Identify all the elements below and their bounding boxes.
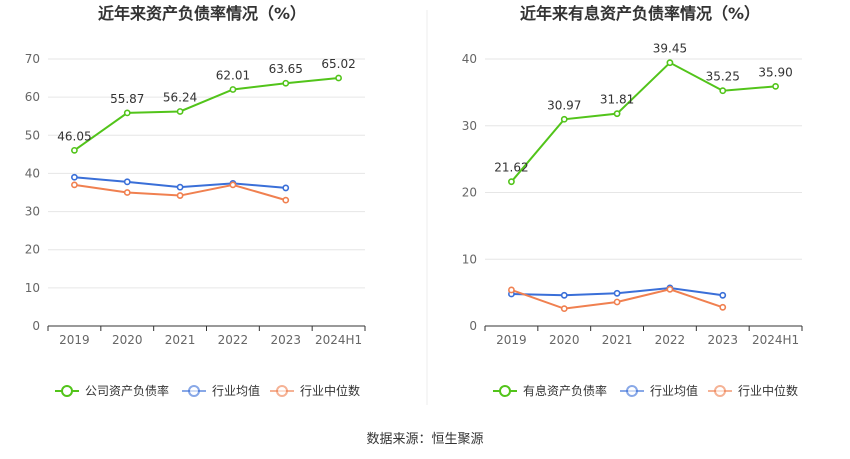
legend-item-industry_avg: 行业均值: [620, 383, 698, 398]
y-tick-label: 40: [462, 52, 477, 66]
x-tick-label: 2024H1: [315, 333, 362, 347]
legend-item-industry_median: 行业中位数: [708, 383, 798, 398]
data-point-industry_median: [719, 303, 727, 311]
data-label: 39.45: [653, 42, 687, 56]
data-point-industry_avg: [719, 291, 727, 299]
data-label: 21.62: [494, 161, 528, 175]
data-point-industry_median: [71, 181, 78, 189]
data-point-company: [282, 79, 290, 87]
data-label: 35.25: [706, 70, 740, 84]
data-source-note: 数据来源：恒生聚源: [366, 432, 483, 447]
data-point-company: [71, 146, 78, 154]
data-label: 31.81: [600, 93, 634, 107]
x-tick-label: 2024H1: [752, 333, 799, 347]
y-tick-label: 0: [469, 319, 477, 333]
legend-label: 公司资产负债率: [85, 383, 169, 398]
legend-marker: [188, 385, 200, 397]
legend-item-industry_median: 行业中位数: [270, 383, 360, 398]
y-tick-label: 10: [25, 281, 40, 295]
data-point-industry_median: [123, 189, 131, 196]
x-tick-label: 2021: [165, 333, 196, 347]
data-point-industry_median: [282, 196, 290, 204]
data-point-company: [335, 74, 342, 82]
y-tick-label: 50: [25, 128, 40, 142]
legend-label: 有息资产负债率: [523, 383, 607, 398]
data-point-industry_median: [229, 181, 237, 189]
y-tick-label: 30: [25, 205, 40, 219]
data-point-company: [560, 115, 568, 123]
data-point-industry_avg: [71, 173, 78, 181]
series-line-company: [510, 61, 776, 183]
legend-label: 行业中位数: [738, 383, 798, 398]
data-point-industry_median: [666, 285, 674, 293]
data-point-industry_avg: [282, 184, 290, 192]
y-tick-label: 0: [32, 319, 40, 333]
data-label: 55.87: [110, 92, 144, 106]
x-tick-label: 2020: [549, 333, 580, 347]
x-tick-label: 2019: [496, 333, 527, 347]
legend-marker: [499, 385, 511, 397]
series-line-company: [73, 76, 339, 152]
data-point-company: [229, 86, 237, 93]
x-tick-label: 2023: [707, 333, 738, 347]
data-point-company: [772, 82, 779, 90]
legend-label: 行业中位数: [300, 383, 360, 398]
y-tick-label: 20: [462, 186, 477, 200]
data-point-industry_avg: [123, 178, 131, 186]
x-tick-label: 2019: [59, 333, 90, 347]
data-point-company: [123, 109, 131, 117]
x-tick-label: 2023: [270, 333, 301, 347]
data-label: 63.65: [269, 62, 303, 76]
data-point-company: [508, 178, 515, 186]
x-tick-label: 2021: [602, 333, 633, 347]
data-point-industry_median: [560, 305, 568, 313]
y-tick-label: 10: [462, 252, 477, 266]
chart-title: 近年来有息资产负债率情况（%）: [520, 4, 760, 23]
data-label: 35.90: [758, 65, 792, 79]
legend-item-company: 公司资产负债率: [55, 383, 169, 398]
legend-marker: [714, 385, 726, 397]
y-tick-label: 70: [25, 52, 40, 66]
interest-bearing-debt-ratio-chart: 近年来有息资产负债率情况（%） 0 10 20 30 40 2019 2020 2021 2022…: [462, 4, 803, 398]
legend-marker: [276, 385, 288, 397]
legend-item-industry_avg: 行业均值: [182, 383, 260, 398]
data-label: 56.24: [163, 90, 197, 104]
y-tick-label: 30: [462, 119, 477, 133]
data-point-industry_avg: [613, 289, 621, 297]
data-point-industry_avg: [560, 291, 568, 299]
y-tick-label: 20: [25, 243, 40, 257]
x-tick-label: 2020: [112, 333, 143, 347]
data-point-company: [176, 108, 184, 115]
y-tick-label: 60: [25, 90, 40, 104]
data-point-industry_median: [176, 192, 184, 199]
chart-title: 近年来资产负债率情况（%）: [98, 4, 306, 23]
y-tick-label: 40: [25, 166, 40, 180]
data-point-industry_median: [508, 286, 515, 294]
x-tick-label: 2022: [218, 333, 249, 347]
legend-marker: [61, 385, 73, 397]
legend-label: 行业均值: [650, 383, 698, 398]
data-point-company: [666, 59, 674, 67]
data-label: 46.05: [57, 129, 91, 143]
data-point-company: [719, 87, 727, 95]
debt-ratio-chart: 近年来资产负债率情况（%） 0 10 20 30 40 50 60 70 2019 2020 2021…: [25, 4, 366, 398]
data-label: 30.97: [547, 98, 581, 112]
x-tick-label: 2022: [655, 333, 686, 347]
data-point-industry_avg: [176, 183, 184, 191]
legend-label: 行业均值: [212, 383, 260, 398]
data-label: 65.02: [321, 57, 355, 71]
legend-marker: [626, 385, 638, 397]
data-label: 62.01: [216, 68, 250, 82]
legend-item-company: 有息资产负债率: [493, 383, 607, 398]
data-point-company: [613, 110, 621, 118]
data-point-industry_median: [613, 298, 621, 306]
